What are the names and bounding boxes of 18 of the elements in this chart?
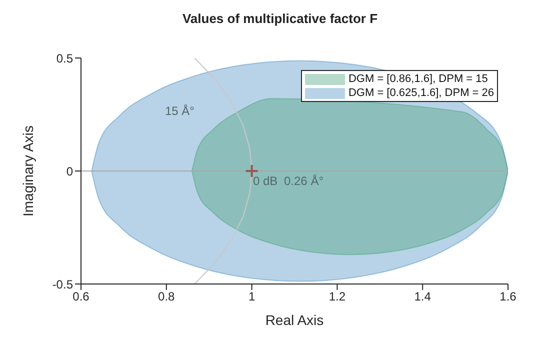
y-tick-label: 0.5	[56, 51, 74, 66]
x-tick-label: 1.6	[500, 290, 517, 304]
x-axis-title: Real Axis	[265, 312, 324, 328]
x-tick-label: 1.4	[414, 290, 432, 304]
annotation: 0 dB	[253, 174, 278, 188]
annotation: 0.26 Å°	[284, 174, 324, 188]
legend-label: DGM = [0.86,1.6], DPM = 15	[347, 72, 489, 86]
y-tick-label: -0.5	[52, 277, 74, 292]
x-tick-label: 0.8	[158, 290, 176, 304]
legend-label: DGM = [0.625,1.6], DPM = 26	[347, 86, 494, 100]
x-tick-label: 0.6	[72, 290, 90, 304]
x-tick-label: 1	[248, 290, 256, 304]
y-tick-label: 0	[66, 164, 74, 178]
line-series	[194, 58, 252, 284]
y-axis-title: Imaginary Axis	[20, 125, 36, 217]
chart-title: Values of multiplicative factor F	[181, 11, 379, 26]
x-tick-label: 1.2	[328, 290, 346, 304]
annotation: 15 Å°	[165, 104, 194, 118]
